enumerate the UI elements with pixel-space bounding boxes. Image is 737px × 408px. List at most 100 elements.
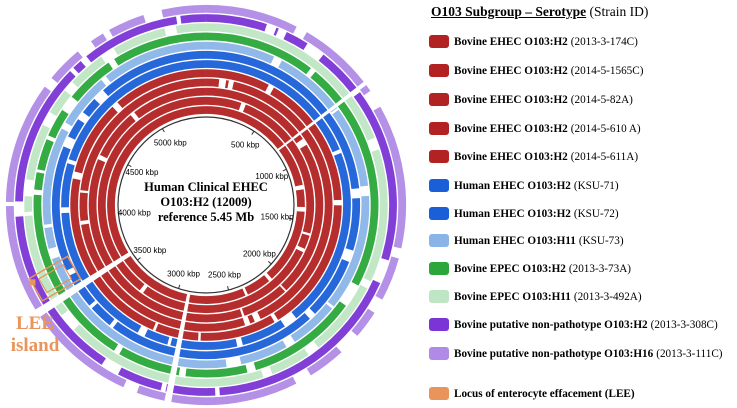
ring-segment [97, 96, 206, 262]
ring-segment [74, 106, 118, 174]
ring-segment [330, 107, 338, 113]
ring-segment [93, 276, 156, 330]
ring-1 [107, 106, 305, 304]
legend-swatch [429, 93, 449, 106]
ring-segment [15, 70, 76, 202]
ring-segment [161, 4, 207, 18]
ring-segment [182, 330, 199, 341]
tick-mark [137, 257, 141, 261]
tick-mark [127, 164, 132, 167]
tick-label: 2500 kbp [208, 271, 241, 280]
ring-segment [108, 266, 184, 320]
ring-segment [109, 14, 146, 37]
ring-segment [68, 119, 85, 140]
ring-8 [42, 41, 370, 369]
ring-segment [42, 128, 69, 225]
legend-item: Bovine EHEC O103:H2 (2014-5-610 A) [429, 121, 641, 136]
legend-item-label: Locus of enterocyte effacement (LEE) [454, 387, 635, 400]
ring-segment [180, 338, 238, 350]
ring-segment [61, 163, 75, 208]
ring-segment [297, 233, 310, 249]
legend-title-heading: O103 Subgroup – Serotype [431, 4, 587, 19]
lee-island-label-line2: island [10, 335, 60, 356]
ring-segment [244, 275, 270, 295]
ring-segment [351, 308, 375, 336]
ring-segment [65, 79, 107, 127]
ring-segment [124, 255, 188, 302]
ring-segment [239, 340, 287, 365]
legend-swatch [429, 179, 449, 192]
ring-segment [34, 172, 45, 191]
lee-dot [29, 279, 36, 286]
ring-segment [172, 385, 216, 396]
legend-item: Human EHEC O103:H11 (KSU-73) [429, 233, 624, 248]
ring-segment [310, 71, 342, 104]
legend-item-lee: Locus of enterocyte effacement (LEE) [429, 386, 635, 401]
ring-segment [241, 285, 286, 316]
ring-segment [337, 101, 379, 286]
ring-segment [278, 145, 303, 187]
ring-segment [143, 286, 186, 311]
tick-mark [251, 130, 255, 135]
center-label-line: Human Clinical EHEC [144, 180, 268, 194]
tick-mark [161, 128, 165, 133]
ring-segment [185, 309, 243, 323]
ring-segment [40, 312, 127, 388]
ring-segment [270, 87, 313, 127]
ring-segment [286, 140, 315, 234]
legend-item-label: Bovine putative non-pathotype O103:H16 [454, 347, 654, 360]
ring-9 [33, 32, 379, 378]
ring-segment [293, 134, 303, 144]
ring-segment [205, 69, 269, 92]
ring-segment [205, 4, 297, 34]
legend-swatch [429, 318, 449, 331]
legend-item-label: Human EHEC O103:H2 [454, 179, 571, 192]
ring-segment [88, 159, 113, 267]
tick-label: 3500 kbp [133, 246, 166, 255]
legend-item-strain: (2014-5-1565C) [570, 64, 644, 77]
ring-segment [353, 92, 397, 261]
ring-segment [136, 385, 167, 401]
ring-segment [266, 211, 305, 279]
legend-item: Bovine EPEC O103:H11 (2013-3-492A) [429, 289, 642, 304]
ring-segment [117, 69, 207, 109]
ring-segment [68, 60, 206, 162]
ring-segment [114, 32, 206, 66]
legend-item-strain: (2014-5-82A) [570, 93, 633, 106]
ring-segment [188, 288, 246, 304]
ring-segment [205, 14, 267, 32]
legend-item: Bovine putative non-pathotype O103:H16 (… [429, 346, 723, 361]
ring-segment [205, 106, 284, 149]
ring-segment [257, 129, 333, 320]
ring-segment [101, 271, 182, 329]
legend-item: Bovine EHEC O103:H2 (2013-3-174C) [429, 34, 638, 49]
legend-item-strain: (2013-3-308C) [650, 318, 718, 331]
ring-12 [5, 4, 407, 406]
ring-segment [112, 321, 176, 356]
lee-island-label: LEE island [0, 313, 70, 357]
legend-item-strain: (2013-3-73A) [568, 262, 632, 275]
ring-segment [26, 124, 50, 181]
tick-label: 500 kbp [231, 141, 260, 150]
tick-mark [267, 260, 272, 265]
ring-segment [107, 106, 206, 257]
ring-11 [15, 14, 397, 396]
ring-segment [332, 109, 369, 187]
kbp-tick-marks: 500 kbp 1000 kbp 1500 kbp 2000 kbp 2500 kbp 3… [118, 128, 294, 291]
ring-segment [91, 303, 115, 326]
lee-box-outer [28, 255, 82, 302]
ring-segment [116, 260, 145, 291]
ring-segment [185, 364, 248, 378]
ring-segment [119, 347, 172, 374]
ring-segment [71, 62, 113, 102]
ring-segment [73, 324, 170, 383]
ring-segment [187, 248, 304, 314]
ring-segment [205, 87, 299, 138]
ring-segment [327, 195, 370, 307]
ring-segment [315, 118, 340, 153]
ring-segment [205, 60, 321, 121]
tick-label: 4000 kbp [118, 208, 151, 217]
tick-label: 3000 kbp [167, 269, 200, 278]
ring-segment [205, 41, 275, 64]
ring-segment [313, 284, 368, 348]
